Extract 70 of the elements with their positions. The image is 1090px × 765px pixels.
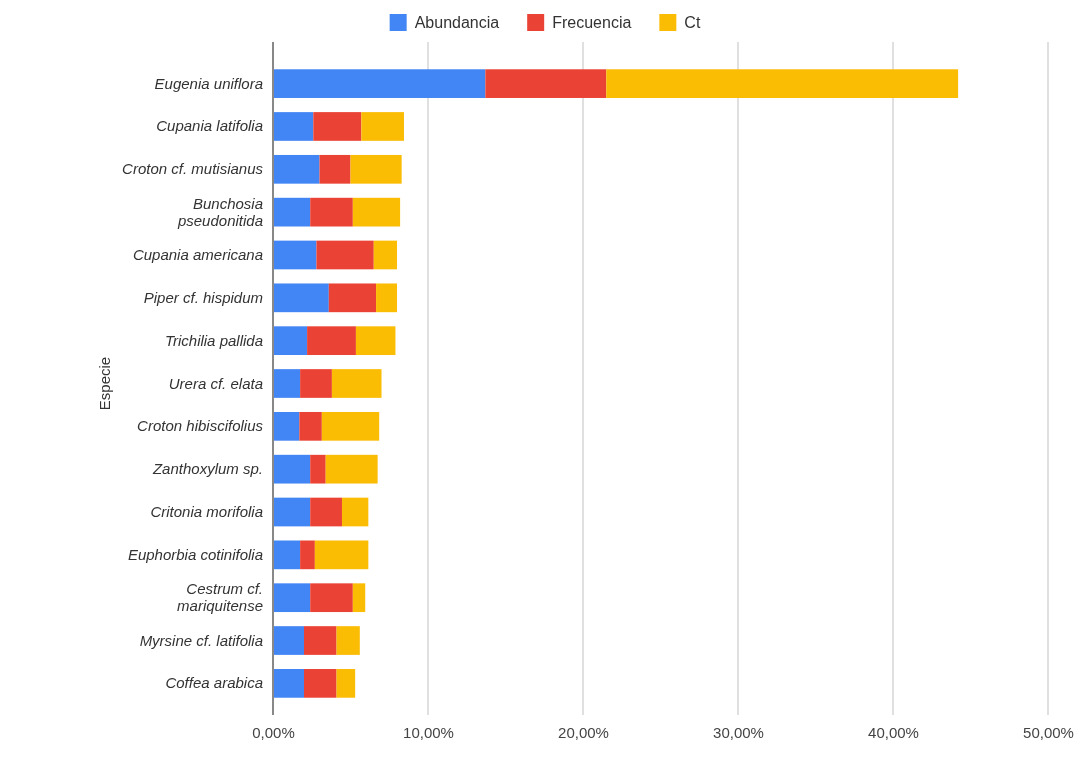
x-tick-label: 0,00% bbox=[252, 723, 295, 741]
bar bbox=[273, 283, 329, 313]
bar bbox=[299, 411, 322, 441]
bar bbox=[361, 112, 404, 141]
legend-label: Abundancia bbox=[414, 14, 500, 31]
y-tick-label: Cupania latifolia bbox=[156, 117, 263, 135]
bar bbox=[355, 326, 396, 356]
y-tick-label: Zanthoxylum sp. bbox=[151, 460, 263, 478]
y-tick-label: Cestrum cf. mariquitense bbox=[177, 580, 263, 615]
bar bbox=[273, 154, 320, 184]
bar bbox=[328, 283, 377, 313]
bar bbox=[273, 497, 311, 527]
bar bbox=[350, 154, 402, 184]
x-tick-label: 30,00% bbox=[713, 723, 764, 741]
y-tick-label: Trichilia pallida bbox=[164, 331, 263, 349]
y-tick-label: Cupania americana bbox=[132, 245, 263, 263]
bar bbox=[310, 583, 353, 613]
bar bbox=[273, 411, 300, 441]
bar bbox=[352, 197, 401, 227]
bar bbox=[273, 197, 311, 227]
y-tick-label: Croton cf. mutisianus bbox=[122, 160, 264, 178]
bar bbox=[273, 454, 311, 484]
bar bbox=[273, 369, 301, 398]
legend-label: Ct bbox=[684, 14, 701, 31]
bar bbox=[352, 583, 366, 613]
y-tick-label: Croton hibiscifolius bbox=[137, 417, 264, 435]
y-tick-label: Piper cf. hispidum bbox=[143, 288, 263, 306]
bar bbox=[325, 454, 378, 484]
bar bbox=[273, 326, 308, 356]
bar bbox=[300, 369, 332, 398]
bar bbox=[321, 411, 380, 441]
bar bbox=[273, 112, 314, 141]
bar bbox=[273, 669, 304, 698]
y-tick-label: Myrsine cf. latifolia bbox=[139, 631, 263, 649]
x-tick-label: 40,00% bbox=[868, 723, 919, 741]
x-tick-label: 10,00% bbox=[403, 723, 454, 741]
bar bbox=[319, 154, 351, 184]
y-axis-title: Especie bbox=[96, 356, 114, 411]
bar bbox=[304, 669, 337, 698]
y-tick-label: Urera cf. elata bbox=[168, 374, 263, 392]
bar bbox=[313, 112, 362, 141]
bar bbox=[273, 540, 301, 570]
bar bbox=[341, 497, 369, 527]
bar bbox=[300, 540, 315, 570]
bar bbox=[314, 540, 369, 570]
x-tick-label: 20,00% bbox=[558, 723, 609, 741]
y-tick-label: Euphorbia cotinifolia bbox=[127, 545, 263, 563]
bar bbox=[273, 69, 486, 98]
bar bbox=[310, 454, 326, 484]
bar bbox=[310, 497, 342, 527]
legend-label: Frecuencia bbox=[552, 14, 632, 31]
bar bbox=[485, 69, 607, 98]
y-tick-label: Critonia morifolia bbox=[150, 503, 263, 521]
bar bbox=[331, 369, 382, 398]
bar bbox=[307, 326, 356, 356]
bar bbox=[373, 240, 397, 270]
y-tick-label: Bunchosia pseudonitida bbox=[176, 194, 263, 229]
bar bbox=[304, 626, 337, 655]
y-tick-label: Coffea arabica bbox=[165, 674, 263, 692]
x-tick-label: 50,00% bbox=[1023, 723, 1074, 741]
bar bbox=[273, 583, 311, 613]
bar bbox=[273, 626, 304, 655]
bar bbox=[606, 69, 959, 98]
bar bbox=[336, 669, 356, 698]
bar bbox=[316, 240, 374, 270]
bar bbox=[376, 283, 397, 313]
bar bbox=[273, 240, 317, 270]
bar bbox=[336, 626, 360, 655]
bar bbox=[310, 197, 353, 227]
y-tick-label: Eugenia uniflora bbox=[154, 74, 263, 92]
